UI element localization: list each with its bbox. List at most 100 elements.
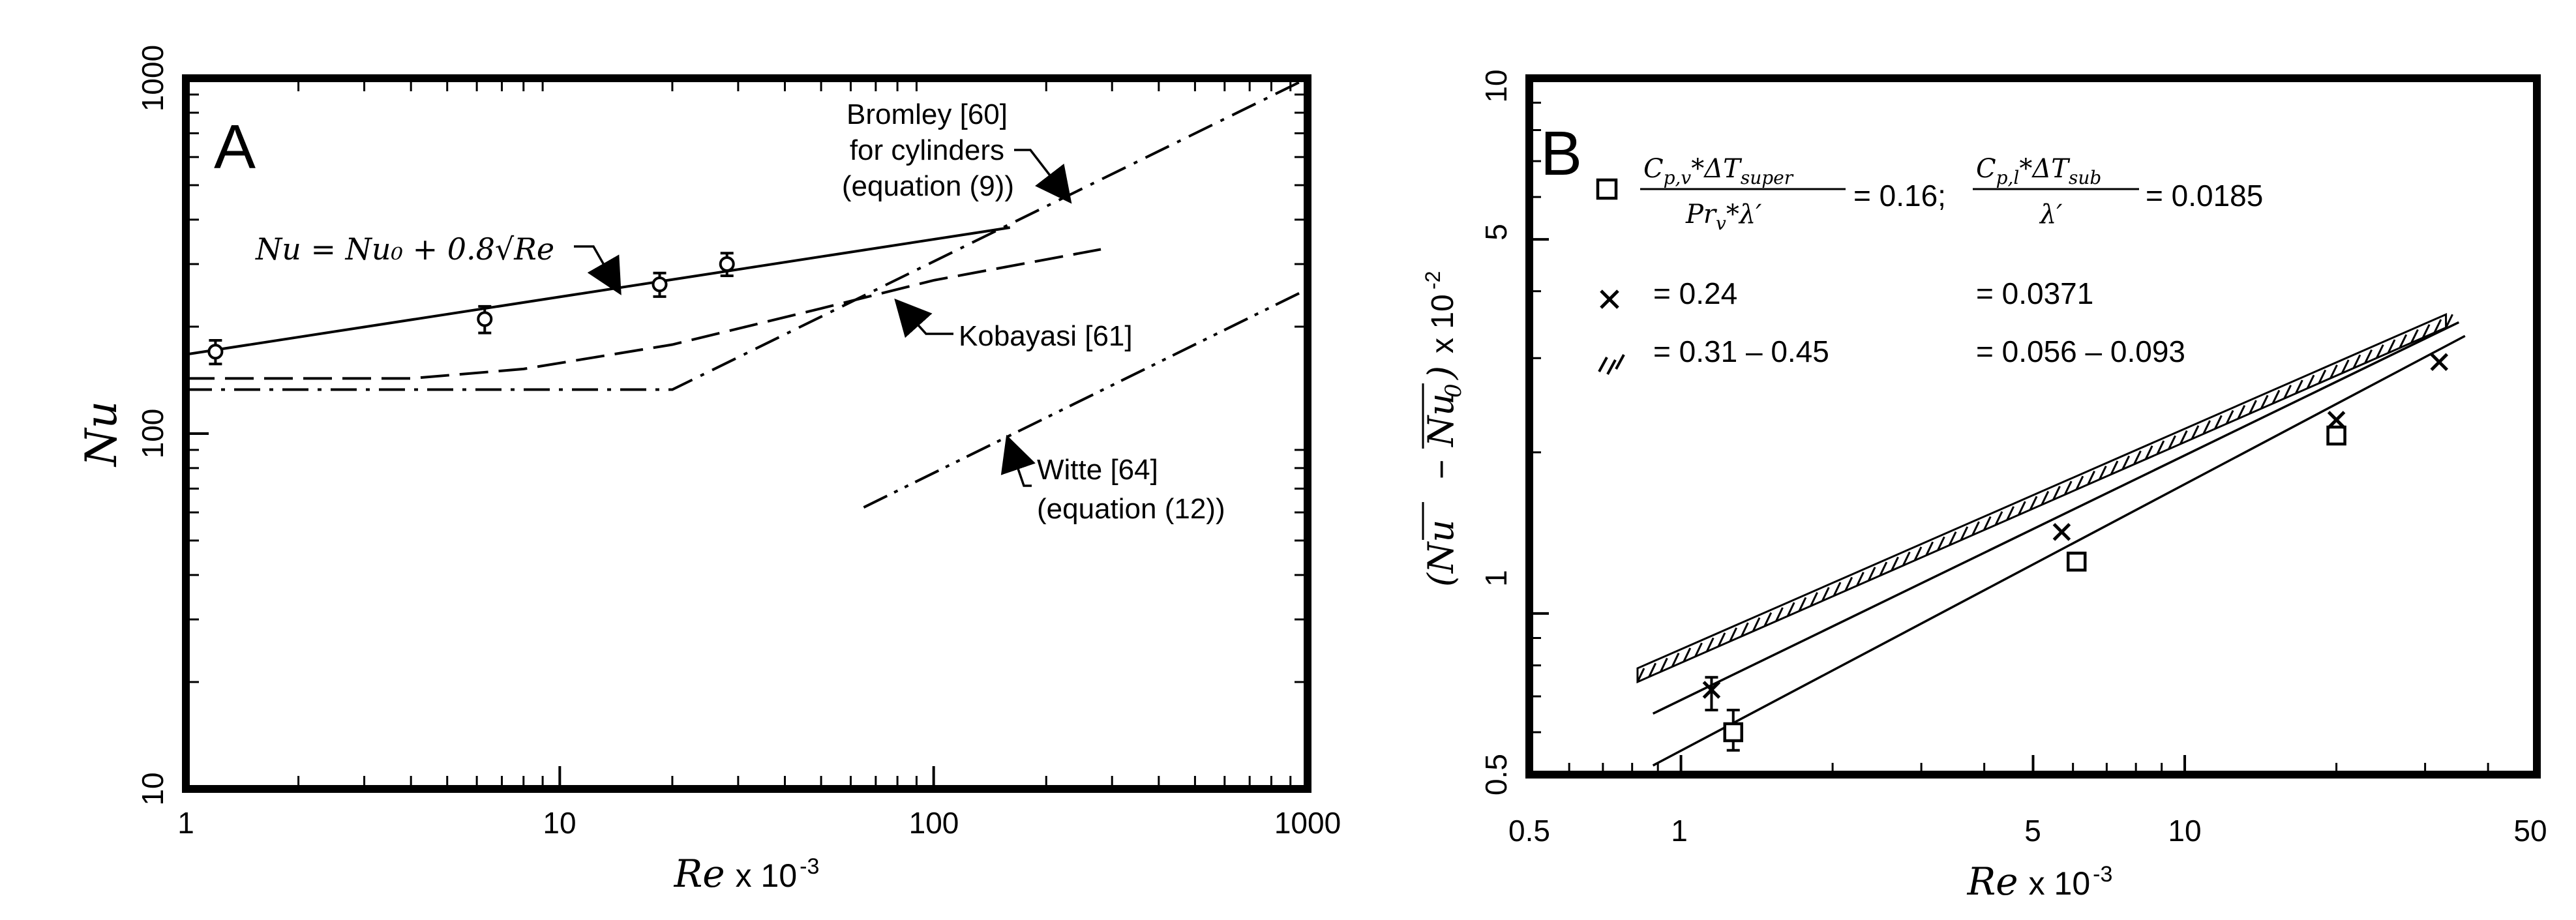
panel-b-hatch-line bbox=[2433, 319, 2442, 333]
panel-b-hatch-line bbox=[1683, 647, 1692, 662]
panel-a-minor-ticks bbox=[186, 77, 1309, 789]
panel-b-hatch-line bbox=[2295, 379, 2303, 394]
legend-row3-b: = 0.056 – 0.093 bbox=[1976, 334, 2185, 368]
panel-b-hatch-line bbox=[1763, 612, 1773, 627]
panel-b-hatch-line bbox=[2237, 405, 2246, 419]
panel-b-hatch-line bbox=[1983, 516, 1992, 531]
panel-b-hatch-line bbox=[1694, 642, 1703, 657]
panel-b-y-tick: 1 bbox=[1479, 570, 1513, 587]
panel-b-square-point bbox=[1723, 722, 1743, 743]
panel-b-hatch-line bbox=[2306, 374, 2315, 389]
panel-b-hatch-line bbox=[2410, 329, 2419, 344]
panel-b-hatch-line bbox=[2087, 470, 2095, 485]
legend-fraction-1: Cp,v*ΔTsuper Prv*λ′ bbox=[1640, 154, 1846, 234]
panel-b-hatch-line bbox=[1867, 567, 1876, 582]
svg-text:−: − bbox=[1423, 460, 1461, 479]
panel-b-hatch-line bbox=[1879, 561, 1888, 576]
panel-b-x-tick: 1 bbox=[1671, 814, 1688, 848]
panel-b-hatch-line bbox=[2249, 400, 2257, 415]
panel-b-fit-line-square bbox=[1652, 334, 2466, 767]
panel-b-hatch-line bbox=[1821, 587, 1830, 602]
legend-eq-1: = 0.16; bbox=[1853, 179, 1946, 213]
panel-b-letter: B bbox=[1540, 119, 1582, 188]
panel-a-points bbox=[207, 252, 735, 366]
panel-b-hatch-line bbox=[2318, 369, 2327, 384]
panel-b-cross-point bbox=[2430, 353, 2449, 371]
panel-b-hatch-line bbox=[1786, 602, 1795, 617]
panel-a-data-point bbox=[719, 256, 735, 272]
panel-a-kobayasi-leader bbox=[894, 298, 953, 338]
legend-eq-2: = 0.0185 bbox=[2146, 179, 2263, 213]
panel-b-hatch-line bbox=[1705, 637, 1715, 652]
panel-b-hatch-line bbox=[2006, 506, 2015, 521]
panel-b: B 0.5 1 5 10 50 0.5 1 5 10 Re x 10 -3 (N… bbox=[1420, 69, 2547, 904]
panel-b-hatch-line bbox=[2144, 445, 2153, 460]
panel-b-hatch-line bbox=[2283, 385, 2292, 399]
panel-b-x-tick: 10 bbox=[2168, 814, 2201, 848]
panel-b-hatch-line bbox=[1752, 617, 1761, 632]
panel-b-hatch-line bbox=[1902, 551, 1911, 566]
panel-b-y-axis-title: (Nu − Nu 0 ) x 10 -2 bbox=[1420, 271, 1467, 587]
panel-b-hatch-line bbox=[2375, 344, 2384, 359]
panel-b-hatch-line bbox=[1729, 627, 1737, 642]
panel-b-legend: Cp,v*ΔTsuper Prv*λ′ = 0.16; Cp,l*ΔTsub λ… bbox=[1596, 154, 2263, 375]
legend-square-marker bbox=[1596, 178, 1618, 200]
panel-a-letter: A bbox=[214, 112, 256, 182]
panel-b-square-point bbox=[2066, 552, 2087, 572]
panel-b-hatch-line bbox=[2179, 430, 2188, 445]
panel-b-hatch-line bbox=[1740, 622, 1749, 637]
panel-b-hatch-line bbox=[2214, 415, 2223, 430]
panel-a-bromley-label: Bromley [60] bbox=[846, 98, 1008, 130]
legend-row3-a: = 0.31 – 0.45 bbox=[1653, 334, 1829, 368]
svg-text:Prv*λ′: Prv*λ′ bbox=[1685, 200, 1761, 234]
panel-b-fit-lines bbox=[1652, 321, 2466, 767]
panel-b-hatch-line bbox=[2445, 314, 2453, 329]
panel-b-hatch-line bbox=[1960, 526, 1969, 541]
panel-b-y-tick: 5 bbox=[1479, 224, 1513, 241]
panel-b-hatch-line bbox=[2399, 334, 2408, 349]
panel-a-witte-label: (equation (12)) bbox=[1037, 493, 1225, 525]
panel-a-x-tick: 10 bbox=[543, 806, 576, 840]
panel-b-hatch-line bbox=[1971, 521, 1980, 536]
panel-a-equation-leader bbox=[574, 245, 622, 295]
panel-a-equation-label: Nu = Nu₀ + 0.8√Re bbox=[255, 231, 554, 267]
panel-b-hatch-line bbox=[2063, 481, 2073, 496]
panel-b-hatch-line bbox=[1810, 591, 1818, 607]
panel-b-hatch-line bbox=[2421, 324, 2431, 338]
panel-b-minor-ticks bbox=[1529, 102, 2489, 775]
panel-b-hatch-line bbox=[2075, 475, 2084, 490]
legend-hatch-marker bbox=[1598, 354, 1625, 375]
panel-b-points bbox=[1702, 353, 2449, 752]
panel-b-hatch-line bbox=[2225, 409, 2234, 424]
panel-b-hatch-line bbox=[1660, 657, 1668, 672]
panel-b-x-tick: 5 bbox=[2024, 814, 2041, 848]
panel-a-y-tick: 10 bbox=[136, 772, 170, 805]
panel-b-hatch-line bbox=[1636, 668, 1645, 683]
panel-b-hatch-line bbox=[1648, 662, 1657, 677]
panel-b-y-tick: 10 bbox=[1479, 69, 1513, 102]
panel-a-witte-leader bbox=[1000, 434, 1036, 487]
panel-a-data-point bbox=[207, 344, 224, 360]
panel-b-hatch-line bbox=[2133, 450, 2142, 465]
svg-text:x 10: x 10 bbox=[1426, 294, 1460, 353]
panel-b-y-tick: 0.5 bbox=[1479, 754, 1513, 795]
panel-b-hatch-line bbox=[1671, 653, 1680, 668]
panel-b-hatch-line bbox=[2329, 364, 2338, 379]
panel-b-hatch-line bbox=[2387, 339, 2396, 353]
panel-a-witte-label: Witte [64] bbox=[1037, 454, 1158, 486]
panel-a-x-tick: 1 bbox=[177, 806, 194, 840]
svg-text:-2: -2 bbox=[1421, 271, 1445, 289]
panel-b-hatch-line bbox=[2098, 466, 2107, 481]
panel-b-hatch-line bbox=[1717, 632, 1726, 647]
panel-b-hatch-line bbox=[1925, 541, 1934, 556]
svg-text:0: 0 bbox=[1441, 383, 1467, 398]
panel-a-y-tick: 1000 bbox=[136, 45, 170, 111]
panel-b-hatch-line bbox=[2121, 455, 2131, 470]
panel-b-hatch-line bbox=[2352, 354, 2361, 369]
panel-b-hatch-line bbox=[2029, 496, 2038, 511]
panel-b-hatch-line bbox=[2271, 389, 2281, 404]
panel-b-hatch-line bbox=[1844, 576, 1853, 591]
panel-a: A 1 10 100 1000 10 100 1000 Re x 10 -3 N… bbox=[76, 45, 1341, 896]
panel-b-hatched-band bbox=[1636, 312, 2453, 684]
panel-b-x-axis-title: Re x 10 -3 bbox=[1967, 859, 2113, 904]
